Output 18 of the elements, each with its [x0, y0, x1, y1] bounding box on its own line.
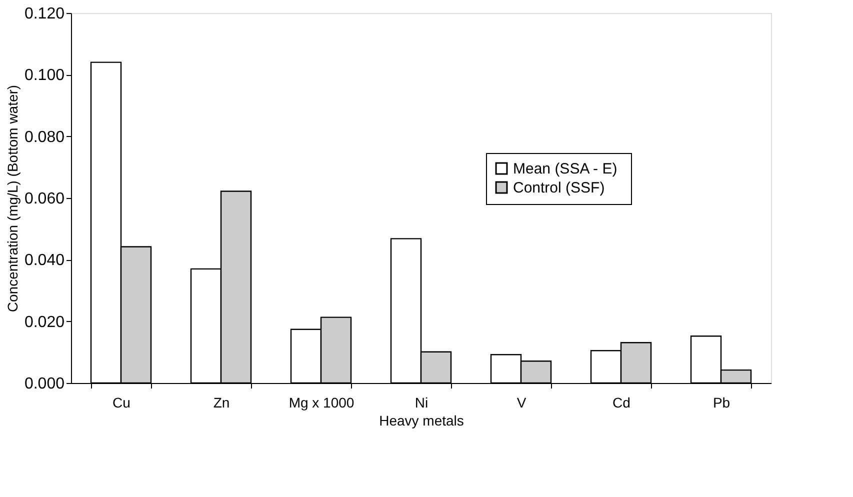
y-tick-label: 0.120 [24, 6, 65, 22]
x-tick-label: V [516, 394, 527, 410]
y-tick-label: 0.060 [24, 190, 65, 208]
x-tick-label: Pb [712, 394, 730, 410]
legend-label: Mean (SSA - E) [513, 160, 618, 178]
y-tick-label: 0.040 [24, 252, 65, 270]
x-tick-label: Cd [612, 394, 630, 410]
legend-label: Control (SSF) [513, 180, 605, 196]
y-tick-label: 0.000 [24, 376, 65, 392]
x-tick-label: Ni [414, 394, 428, 410]
y-tick-label: 0.100 [24, 67, 65, 84]
y-tick-label: 0.020 [24, 314, 65, 331]
x-tick-label: Zn [213, 394, 230, 410]
y-tick-label: 0.080 [24, 128, 65, 146]
x-tick-label: Mg x 1000 [288, 394, 354, 410]
x-tick-label: Cu [112, 394, 130, 410]
x-axis-title: Heavy metals [379, 412, 464, 428]
y-axis-title: Concentration (mg/L) (Bottom water) [4, 84, 20, 312]
